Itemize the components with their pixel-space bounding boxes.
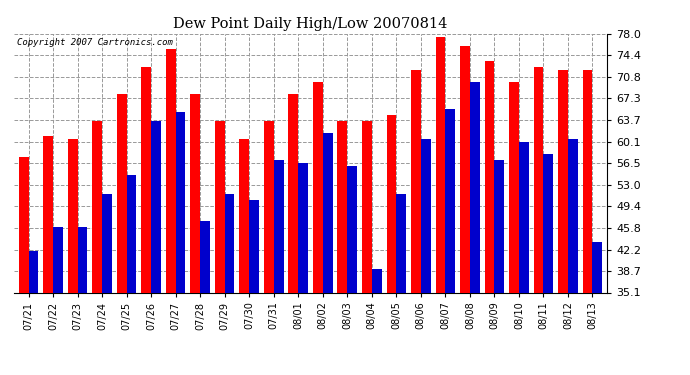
Bar (337, 121, 347, 292)
Bar (225, 194, 235, 292)
Bar (141, 67, 151, 292)
Bar (126, 176, 137, 292)
Bar (274, 160, 284, 292)
Bar (151, 121, 161, 292)
Bar (396, 194, 406, 292)
Bar (445, 109, 455, 292)
Bar (519, 142, 529, 292)
Bar (470, 82, 480, 292)
Text: Copyright 2007 Cartronics.com: Copyright 2007 Cartronics.com (17, 38, 172, 46)
Bar (460, 46, 470, 292)
Bar (77, 227, 88, 292)
Bar (215, 121, 225, 292)
Bar (313, 82, 323, 292)
Bar (298, 164, 308, 292)
Bar (43, 136, 53, 292)
Bar (593, 242, 602, 292)
Bar (53, 227, 63, 292)
Bar (568, 139, 578, 292)
Bar (582, 70, 593, 292)
Bar (484, 61, 495, 292)
Bar (102, 194, 112, 292)
Bar (264, 121, 274, 292)
Bar (68, 139, 77, 292)
Bar (323, 133, 333, 292)
Bar (249, 200, 259, 292)
Bar (421, 139, 431, 292)
Bar (544, 154, 553, 292)
Bar (495, 160, 504, 292)
Bar (200, 221, 210, 292)
Bar (435, 37, 445, 292)
Bar (19, 158, 28, 292)
Bar (372, 269, 382, 292)
Bar (190, 94, 200, 292)
Bar (166, 49, 176, 292)
Bar (533, 67, 544, 292)
Bar (92, 121, 102, 292)
Bar (117, 94, 126, 292)
Bar (239, 139, 249, 292)
Bar (28, 251, 39, 292)
Bar (386, 115, 396, 292)
Title: Dew Point Daily High/Low 20070814: Dew Point Daily High/Low 20070814 (173, 17, 448, 31)
Bar (411, 70, 421, 292)
Bar (176, 112, 186, 292)
Bar (347, 166, 357, 292)
Bar (362, 121, 372, 292)
Bar (509, 82, 519, 292)
Bar (558, 70, 568, 292)
Bar (288, 94, 298, 292)
